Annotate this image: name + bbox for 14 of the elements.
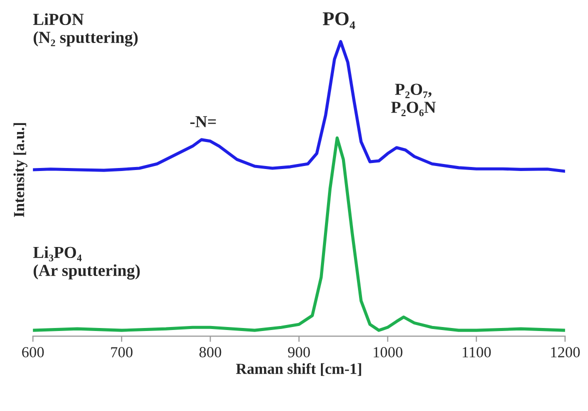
- x-tick-label: 1200: [551, 347, 580, 358]
- annotation: -N=: [190, 116, 216, 128]
- x-tick-label: 700: [111, 347, 132, 358]
- x-tick-label: 1100: [462, 347, 491, 358]
- x-tick-label: 1000: [374, 347, 402, 358]
- x-tick-label: 900: [288, 347, 310, 358]
- annotation: LiPON (N₂ sputtering): [33, 13, 138, 47]
- x-tick-label: 800: [199, 347, 222, 358]
- x-tick-label: 600: [22, 347, 44, 358]
- x-axis-title: Raman shift [cm-1]: [236, 363, 362, 376]
- text: PO₄: [322, 12, 356, 29]
- annotation: P₂O₇, P₂O₆N: [391, 84, 436, 116]
- annotation: Li₃PO₄ (Ar sputtering): [33, 246, 140, 280]
- y-axis-title: Intensity [a.u.]: [13, 123, 28, 217]
